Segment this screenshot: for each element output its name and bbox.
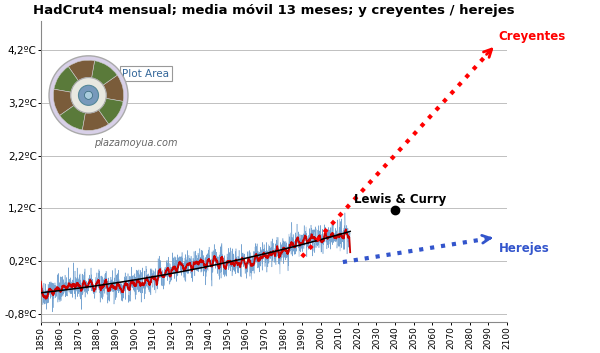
Circle shape (71, 78, 106, 113)
Wedge shape (103, 75, 124, 101)
Text: plazamoyua.com: plazamoyua.com (94, 138, 178, 148)
Circle shape (79, 85, 98, 105)
Title: HadCrut4 mensual; media móvil 13 meses; y creyentes / herejes: HadCrut4 mensual; media móvil 13 meses; … (33, 4, 515, 17)
Wedge shape (54, 66, 79, 92)
Text: Herejes: Herejes (499, 241, 550, 255)
Text: Creyentes: Creyentes (499, 30, 566, 43)
Wedge shape (68, 60, 95, 81)
Text: Lewis & Curry: Lewis & Curry (354, 193, 446, 206)
Wedge shape (60, 106, 85, 130)
Text: Plot Area: Plot Area (122, 69, 169, 79)
Circle shape (49, 56, 128, 135)
Wedge shape (92, 61, 117, 85)
Wedge shape (98, 98, 123, 124)
Wedge shape (53, 89, 74, 115)
Wedge shape (82, 110, 109, 131)
Circle shape (85, 91, 92, 99)
